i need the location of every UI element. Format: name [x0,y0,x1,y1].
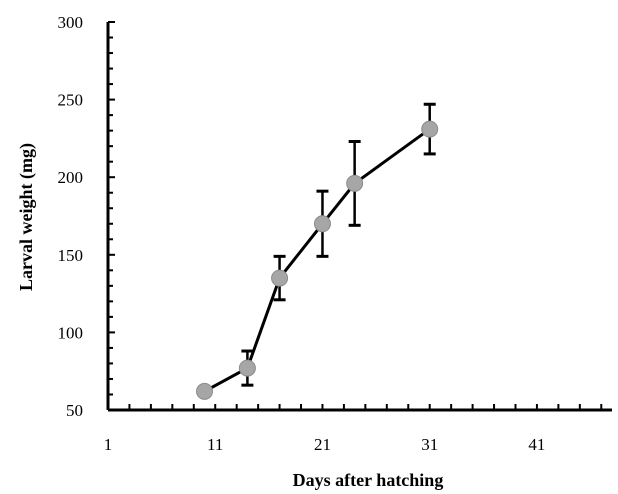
series-line-group [203,127,431,393]
axes [106,21,612,412]
x-tick-labels: 1 11 21 31 41 [104,435,546,454]
x-axis-title: Days after hatching [293,470,444,490]
x-tick-label: 31 [421,435,438,454]
y-tick-label: 50 [66,401,83,420]
series-line [203,127,431,393]
data-point [313,215,331,233]
data-point [196,382,214,400]
data-point [238,359,256,377]
y-tick-label: 200 [58,168,84,187]
y-tick-label: 150 [58,246,84,265]
data-point [346,174,364,192]
x-tick-label: 11 [207,435,223,454]
data-point [271,269,289,287]
y-tick-labels: 50 100 150 200 250 300 [58,13,84,420]
x-tick-label: 41 [528,435,545,454]
error-bars [198,102,436,396]
y-tick-label: 250 [58,91,84,110]
x-tick-label: 21 [314,435,331,454]
data-markers [196,120,439,400]
data-point [421,120,439,138]
y-tick-label: 300 [58,13,84,32]
x-tick-label: 1 [104,435,113,454]
y-tick-label: 100 [58,323,84,342]
y-axis-title: Larval weight (mg) [16,143,37,291]
